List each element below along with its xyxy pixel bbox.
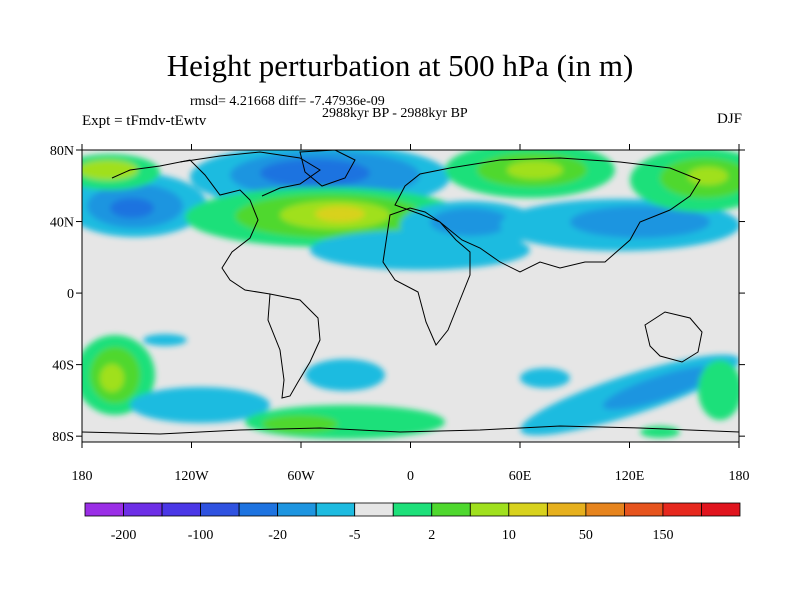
rmsd-label: rmsd= 4.21668 diff= -7.47936e-09 [190,94,385,109]
colorbar-swatch [585,502,625,517]
coastline-africa [382,207,471,346]
coastline-eurasia [394,157,701,273]
period-label: 2988kyr BP - 2988kyr BP [322,106,468,121]
colorbar-swatch [624,502,664,517]
contour-region [262,415,338,433]
colorbar-swatch [161,502,201,517]
x-axis: 180 120W 60W 0 60E 120E 180 [72,144,750,484]
contour-region [110,198,154,218]
coastline-arctic-canada [179,151,321,197]
plot-title: Height perturbation at 500 hPa (in m) [166,48,634,83]
y-tick-label: 40S [52,359,74,374]
colorbar-swatch [84,502,124,517]
x-tick-label: 0 [407,469,414,484]
coastline-south-america [267,293,321,399]
contour-region [430,208,510,236]
colorbar-label: 50 [579,528,593,543]
coastlines [82,150,739,435]
y-tick-label: 40N [50,216,74,231]
x-tick-label: 120W [174,469,209,484]
season-label: DJF [716,111,742,127]
x-tick-label: 60E [509,469,532,484]
colorbar-swatch [238,502,279,517]
colorbar-label: -5 [349,528,361,543]
colorbar-swatch [508,502,548,517]
contour-region [130,387,270,423]
colorbar-swatch [431,502,471,517]
colorbar-label: -100 [188,528,214,543]
colorbar-label: -200 [111,528,137,543]
coastline-australia [644,311,703,363]
y-tick-label: 0 [67,287,74,302]
contour-region [315,206,365,222]
experiment-label: Expt = tFmdv-tEwtv [82,113,207,129]
contour-region [143,334,187,346]
contour-region [305,359,385,391]
colorbar-swatch [546,502,587,517]
x-tick-label: 180 [72,469,93,484]
contour-region [602,366,718,410]
colorbar-label: 150 [652,528,673,543]
contour-region [100,364,124,392]
colorbar-label: 2 [428,528,435,543]
colorbar-swatch [469,502,510,517]
coastline-antarctica [82,425,739,435]
colorbar-swatch [392,502,433,517]
contour-region [82,160,138,180]
contour-region [507,161,563,179]
contour-region [688,167,728,185]
colorbar-swatch [123,502,163,517]
y-tick-label: 80S [52,430,74,445]
colorbar-label: 10 [502,528,516,543]
contour-region [520,368,570,388]
x-tick-label: 180 [729,469,750,484]
contour-fill [82,150,739,439]
colorbar: -200 -100 -20 -5 2 10 50 150 [84,502,741,543]
contour-region [698,360,739,420]
x-tick-label: 120E [615,469,645,484]
colorbar-swatch [315,502,356,517]
map-panel: 180 120W 60W 0 60E 120E 180 80N 40N 0 40S 80S [50,144,750,484]
colorbar-swatch [200,502,240,517]
colorbar-label: -20 [268,528,287,543]
y-axis: 80N 40N 0 40S 80S [50,144,745,445]
colorbar-swatch [354,502,394,517]
coastline-greenland [299,150,356,187]
coastline-north-america [111,159,271,295]
colorbar-swatch [701,502,741,517]
x-tick-label: 60W [287,469,315,484]
y-tick-label: 80N [50,144,74,159]
colorbar-swatch [277,502,317,517]
colorbar-swatch [662,502,702,517]
